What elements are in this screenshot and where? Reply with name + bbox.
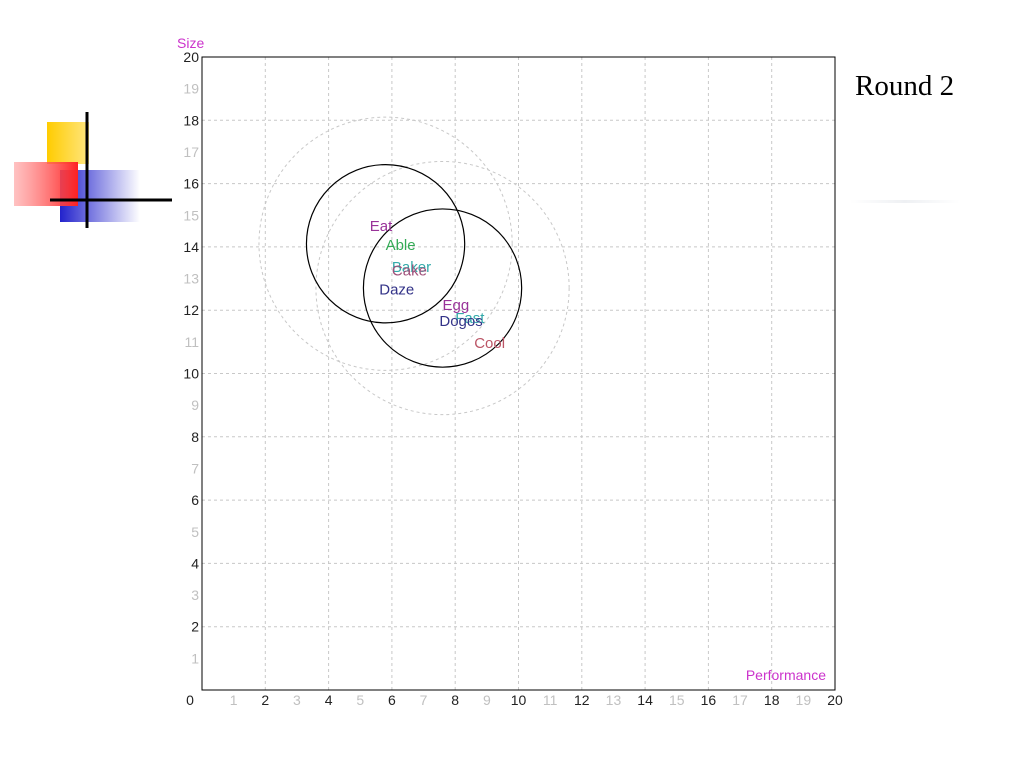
x-tick-label: 19 [796, 692, 812, 708]
y-tick-label: 1 [191, 650, 199, 666]
point-label: Eat [370, 218, 393, 235]
point-label: Cool [474, 335, 505, 352]
dashed-circles [258, 116, 570, 416]
y-tick-label: 5 [191, 524, 199, 540]
y-tick-label: 8 [191, 429, 199, 445]
y-tick-label: 20 [183, 49, 199, 65]
plot-frame [201, 56, 836, 691]
y-tick-label: 10 [183, 366, 199, 382]
x-tick-label: 0 [186, 692, 194, 708]
solid-circle [305, 164, 466, 324]
x-tick-label: 2 [261, 692, 269, 708]
y-tick-label: 16 [183, 176, 199, 192]
point-label: Able [386, 237, 416, 254]
grid-lines [202, 57, 835, 690]
y-tick-label: 12 [183, 302, 199, 318]
y-axis-title: Size [177, 35, 204, 51]
y-tick-label: 7 [191, 460, 199, 476]
solid-circles [305, 164, 523, 368]
x-tick-label: 12 [574, 692, 590, 708]
x-tick-label: 18 [764, 692, 780, 708]
point-label: Egg [443, 297, 470, 314]
y-tick-label: 17 [183, 144, 199, 160]
y-tick-label: 3 [191, 587, 199, 603]
x-axis-title: Performance [746, 667, 826, 683]
x-tick-label: 8 [451, 692, 459, 708]
x-tick-label: 9 [483, 692, 491, 708]
y-tick-label: 13 [183, 271, 199, 287]
x-tick-label: 15 [669, 692, 685, 708]
y-tick-label: 15 [183, 207, 199, 223]
x-tick-label: 17 [732, 692, 748, 708]
point-label: Daze [379, 281, 414, 298]
x-tick-label: 5 [356, 692, 364, 708]
dashed-circle [258, 116, 513, 371]
tick-labels: 0 1 2 3 4 5 6 7 8 9 10 11 12 13 14 15 16 17 18 19 2012345678… [183, 49, 843, 708]
dashed-circle [315, 160, 570, 416]
y-tick-label: 14 [183, 239, 199, 255]
solid-circle [362, 208, 523, 368]
x-tick-label: 3 [293, 692, 301, 708]
x-tick-label: 6 [388, 692, 396, 708]
y-tick-label: 4 [191, 555, 199, 571]
y-tick-label: 2 [191, 619, 199, 635]
x-tick-label: 1 [230, 692, 238, 708]
x-tick-label: 16 [701, 692, 717, 708]
x-tick-label: 7 [420, 692, 428, 708]
y-tick-label: 9 [191, 397, 199, 413]
point-label: Dogos [439, 313, 482, 330]
x-tick-label: 14 [637, 692, 653, 708]
x-tick-label: 13 [606, 692, 622, 708]
x-tick-label: 11 [543, 692, 558, 708]
point-label: Baker [392, 259, 431, 276]
y-tick-label: 18 [183, 112, 199, 128]
x-tick-label: 4 [325, 692, 333, 708]
x-tick-label: 10 [511, 692, 527, 708]
slide-title: Round 2 [855, 70, 955, 102]
point-label: Fast [455, 310, 485, 327]
x-tick-label: 20 [827, 692, 843, 708]
y-tick-label: 6 [191, 492, 199, 508]
y-tick-label: 11 [184, 334, 199, 350]
quadrant-cross-logo-icon [14, 112, 172, 228]
y-tick-label: 19 [183, 81, 199, 97]
point-label: Cake [392, 262, 427, 279]
decorative-line [850, 200, 960, 203]
